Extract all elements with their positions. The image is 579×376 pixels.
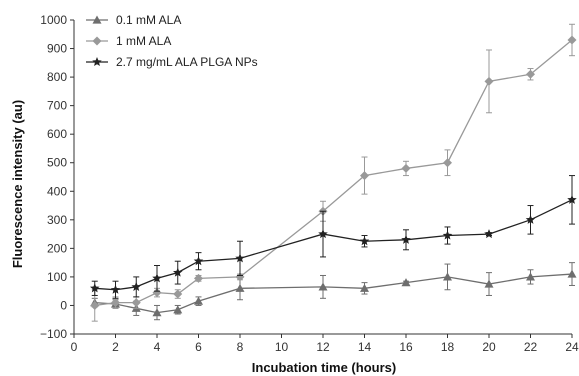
x-tick-label: 10	[275, 340, 289, 354]
data-point	[111, 298, 120, 308]
x-tick-label: 6	[195, 340, 202, 354]
data-point	[442, 230, 453, 240]
x-tick-label: 0	[71, 340, 78, 354]
y-tick-label: −100	[40, 327, 67, 341]
data-point	[152, 288, 162, 298]
data-point	[131, 281, 142, 291]
data-point	[359, 236, 370, 246]
y-tick-label: 800	[47, 70, 67, 84]
legend-label: 2.7 mg/mL ALA PLGA NPs	[116, 55, 258, 69]
data-point	[194, 273, 203, 283]
y-tick-label: 1000	[40, 13, 67, 27]
series-1	[90, 262, 577, 321]
data-point	[401, 163, 411, 173]
data-point	[526, 272, 535, 281]
y-tick-label: 400	[47, 184, 67, 198]
series-2	[90, 23, 577, 322]
y-tick-label: 700	[47, 99, 67, 113]
data-point	[526, 69, 535, 79]
data-point	[401, 278, 411, 287]
data-point	[235, 253, 245, 263]
x-tick-label: 2	[112, 340, 119, 354]
x-tick-label: 24	[565, 340, 579, 354]
data-point	[131, 298, 141, 308]
x-tick-label: 22	[524, 340, 538, 354]
x-tick-label: 18	[441, 340, 455, 354]
x-tick-label: 16	[399, 340, 413, 354]
data-point	[443, 272, 452, 281]
legend-marker	[92, 15, 102, 24]
data-point	[235, 272, 245, 282]
axes: 0 2 4 6 8 10 12 14 16 18 20 22 24−100010020030040050…	[40, 13, 579, 354]
series-line	[94, 39, 573, 307]
data-point	[110, 284, 121, 294]
data-point	[89, 283, 100, 293]
y-tick-label: 500	[47, 156, 67, 170]
x-tick-label: 14	[358, 340, 372, 354]
series-3	[89, 175, 577, 299]
data-point	[484, 229, 494, 239]
data-point	[235, 283, 245, 292]
y-tick-label: 100	[47, 270, 67, 284]
data-point	[152, 308, 162, 317]
data-point	[318, 229, 328, 239]
y-tick-label: 300	[47, 213, 67, 227]
data-point	[484, 279, 494, 288]
legend-label: 1 mM ALA	[116, 34, 171, 48]
data-point	[567, 35, 577, 45]
series-line	[94, 199, 573, 291]
data-point	[193, 256, 204, 266]
data-point	[567, 269, 577, 278]
legend: 0.1 mM ALA 1 mM ALA 2.7 mg/mL ALA PLGA NPs	[86, 13, 258, 69]
x-tick-label: 20	[482, 340, 496, 354]
data-point	[173, 289, 183, 299]
y-tick-label: 900	[47, 42, 67, 56]
y-tick-label: 200	[47, 241, 67, 255]
legend-marker	[92, 36, 102, 46]
legend-label: 0.1 mM ALA	[116, 13, 181, 27]
data-point	[194, 296, 203, 305]
x-tick-label: 12	[316, 340, 330, 354]
data-point	[525, 214, 536, 224]
data-point	[360, 171, 369, 181]
data-point	[360, 283, 369, 292]
data-point	[401, 234, 411, 244]
data-point	[172, 267, 183, 277]
data-point	[173, 305, 183, 314]
y-axis-title: Fluorescence intensity (au)	[10, 100, 25, 268]
series-line	[94, 273, 573, 314]
y-tick-label: 0	[60, 298, 67, 312]
data-point	[90, 300, 100, 310]
data-point	[152, 273, 162, 283]
series-layer	[89, 23, 577, 322]
legend-marker	[92, 57, 102, 67]
x-tick-label: 8	[237, 340, 244, 354]
data-point	[318, 282, 328, 291]
x-tick-label: 4	[154, 340, 161, 354]
y-tick-label: 600	[47, 127, 67, 141]
data-point	[484, 76, 494, 86]
x-axis-title: Incubation time (hours)	[252, 360, 396, 375]
data-point	[443, 158, 452, 168]
data-point	[567, 194, 577, 204]
